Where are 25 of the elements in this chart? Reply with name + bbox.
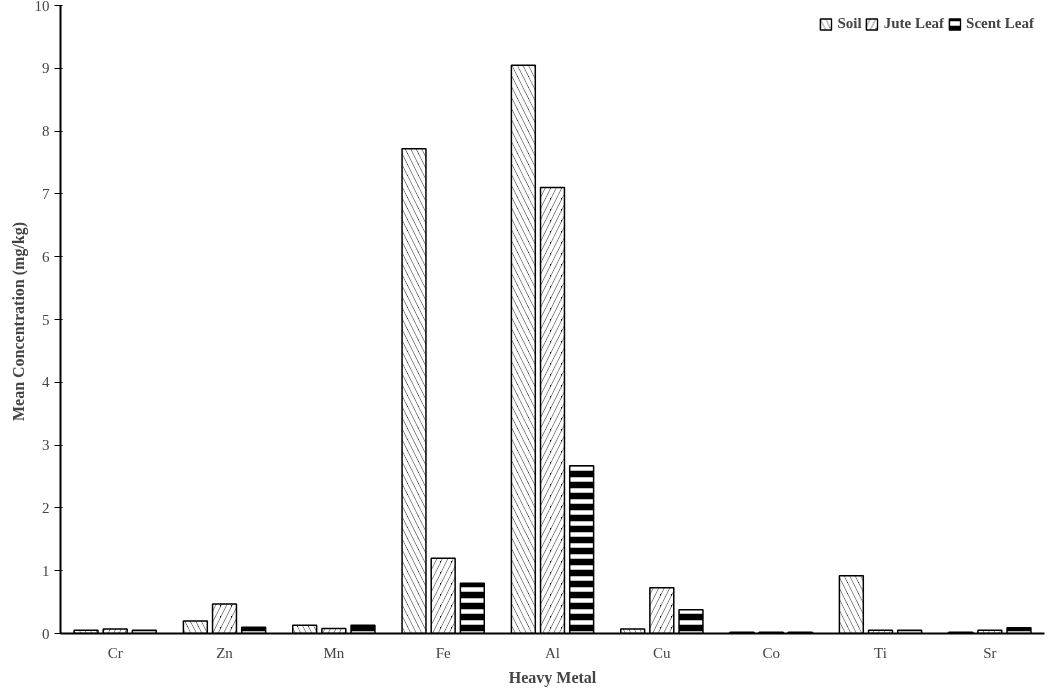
y-tick-label: 5 bbox=[42, 311, 50, 328]
x-tick-label: Mn bbox=[323, 644, 345, 661]
x-tick-label: Cr bbox=[107, 644, 123, 661]
legend-label: Jute Leaf bbox=[883, 15, 945, 32]
x-tick-label: Zn bbox=[216, 644, 234, 661]
y-tick-label: 1 bbox=[42, 562, 50, 579]
legend-label: Scent Leaf bbox=[966, 15, 1034, 32]
y-tick-label: 6 bbox=[42, 248, 50, 265]
x-tick-label: Cu bbox=[653, 644, 672, 661]
x-tick-label: Al bbox=[545, 644, 560, 661]
x-tick-label: Ti bbox=[874, 644, 887, 661]
y-tick-label: 3 bbox=[42, 437, 50, 454]
legend-label: Soil bbox=[837, 15, 862, 32]
y-tick-label: 4 bbox=[42, 374, 50, 391]
y-tick-label: 0 bbox=[42, 625, 50, 642]
y-tick-label: 10 bbox=[34, 0, 50, 14]
x-tick-label: Sr bbox=[983, 644, 997, 661]
y-tick-label: 2 bbox=[42, 499, 50, 516]
y-tick-label: 7 bbox=[42, 185, 50, 202]
y-axis-title: Mean Concentration (mg/kg) bbox=[9, 221, 28, 422]
x-tick-label: Fe bbox=[435, 644, 452, 661]
y-tick-label: 8 bbox=[42, 123, 50, 140]
y-tick-label: 9 bbox=[42, 60, 50, 77]
x-axis-title: Heavy Metal bbox=[508, 668, 597, 687]
x-tick-label: Co bbox=[762, 644, 780, 661]
